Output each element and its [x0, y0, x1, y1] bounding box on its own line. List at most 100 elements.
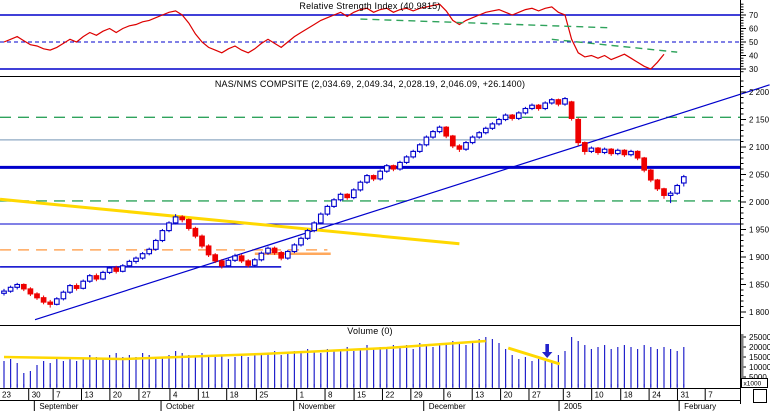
- price-overlay-lines: [0, 84, 770, 321]
- candle-up: [469, 136, 476, 144]
- candle-up: [601, 148, 608, 154]
- candle-down: [278, 252, 285, 259]
- rsi-indicator-line: [3, 3, 665, 70]
- tick-label: 27: [142, 391, 151, 400]
- candle-up: [331, 199, 337, 207]
- candle-up: [67, 285, 73, 293]
- candle-down: [199, 235, 205, 247]
- tick-label: 29: [414, 391, 423, 400]
- tick-label: 40: [749, 52, 758, 61]
- tick-label: 13: [475, 391, 484, 400]
- candle-down: [93, 275, 100, 280]
- tick-label: 1 850: [749, 281, 770, 290]
- price-panel-title: NAS/NMS COMPSITE (2,034.69, 2,049.34, 2,…: [214, 79, 526, 89]
- candle-up: [126, 260, 133, 267]
- candle-up: [562, 98, 568, 105]
- candle-up: [106, 267, 113, 273]
- candle-down: [555, 99, 562, 105]
- tick-label: 1 900: [749, 253, 770, 262]
- candle-up: [100, 271, 106, 280]
- tick-label: 22: [385, 391, 394, 400]
- tick-label: 31: [680, 391, 689, 400]
- volume-ma-line: [3, 339, 486, 361]
- candle-down: [179, 216, 186, 221]
- volume-trend-segment: [507, 346, 561, 366]
- tick-label: February: [684, 402, 716, 411]
- candle-up: [53, 298, 60, 305]
- candle-up: [324, 205, 331, 215]
- tick-label: x1000: [744, 381, 762, 388]
- x-axis: 23 30 7 13 20 27 4 11 18 25 1 8 15 22 29 6 13 20 27 3 10 18 24…: [2, 384, 767, 411]
- tick-label: 25000: [749, 333, 770, 342]
- candle-up: [436, 126, 443, 133]
- candle-up: [133, 257, 139, 262]
- tick-label: October: [166, 402, 195, 411]
- rsi-panel: [0, 3, 740, 70]
- candle-up: [529, 104, 535, 110]
- tick-label: 2 200: [749, 88, 770, 97]
- tick-label: 2 100: [749, 143, 770, 152]
- tick-label: 2 000: [749, 198, 770, 207]
- tick-label: 6: [447, 391, 452, 400]
- candle-up: [542, 102, 549, 110]
- volume-panel: [3, 337, 685, 387]
- tick-label: 18: [624, 391, 633, 400]
- tick-label: 50: [749, 38, 758, 47]
- candle-up: [674, 184, 681, 194]
- candle-up: [350, 189, 357, 199]
- candle-up: [258, 252, 265, 261]
- tick-label: 18: [230, 391, 239, 400]
- candle-down: [535, 104, 542, 110]
- candle-up: [119, 265, 126, 272]
- tick-label: 13: [85, 391, 94, 400]
- panel-borders: [0, 76, 740, 401]
- tick-label: 27: [532, 391, 541, 400]
- candle-down: [575, 118, 582, 144]
- resize-corner[interactable]: [753, 389, 767, 403]
- candle-up: [265, 247, 271, 254]
- candle-down: [634, 150, 641, 159]
- tick-label: 15000: [749, 353, 770, 362]
- candle-down: [20, 283, 27, 290]
- candle-up: [680, 176, 687, 184]
- candle-up: [1, 290, 7, 294]
- candle-up: [548, 99, 555, 104]
- candle-down: [205, 245, 212, 256]
- candle-up: [410, 150, 417, 158]
- tick-label: 1 800: [749, 308, 770, 317]
- candle-up: [14, 283, 21, 288]
- tick-label: 7: [56, 391, 61, 400]
- candle-up: [172, 216, 179, 224]
- tick-label: 1 950: [749, 226, 770, 235]
- candle-up: [152, 239, 159, 250]
- candle-up: [628, 150, 634, 156]
- tick-label: 20: [113, 391, 122, 400]
- tick-label: November: [299, 402, 336, 411]
- price-support-resistance-lines: [0, 116, 740, 268]
- candle-down: [509, 114, 516, 119]
- candle-down: [238, 255, 245, 262]
- candle-up: [383, 165, 390, 172]
- candle-up: [337, 193, 344, 201]
- tick-label: 8: [328, 391, 333, 400]
- tick-label: 10000: [749, 363, 770, 372]
- volume-panel-title: Volume (0): [347, 326, 393, 336]
- candle-up: [7, 286, 14, 292]
- tick-label: 20000: [749, 343, 770, 352]
- candle-up: [502, 114, 509, 121]
- candle-up: [311, 222, 318, 232]
- candle-up: [284, 250, 291, 259]
- candle-up: [476, 132, 483, 138]
- tick-label: 23: [2, 391, 11, 400]
- candle-up: [86, 275, 93, 282]
- tick-label: 1: [300, 391, 305, 400]
- candle-down: [390, 165, 397, 170]
- candle-down: [621, 149, 628, 156]
- candle-down: [568, 101, 575, 119]
- tick-label: 3: [566, 391, 571, 400]
- candle-up: [430, 131, 436, 138]
- rsi-panel-title: Relative Strength Index (40.9815): [299, 1, 441, 11]
- tick-label: 4: [173, 391, 178, 400]
